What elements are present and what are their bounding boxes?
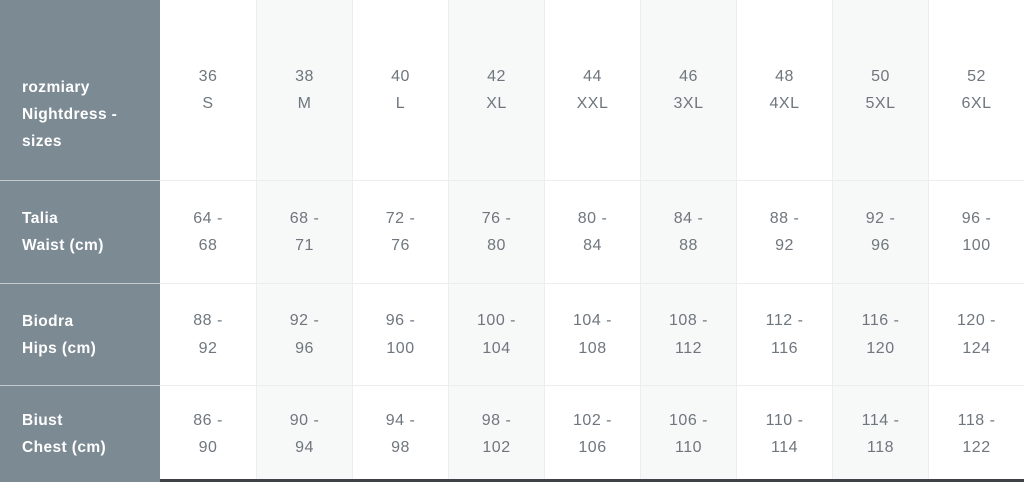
size-cell: 100 - 104 <box>448 283 544 385</box>
size-code: S <box>202 95 214 112</box>
size-number: 44 <box>583 67 602 85</box>
column-header-42: 42 XL <box>448 0 544 180</box>
size-cell: 72 - 76 <box>352 180 448 283</box>
size-cell: 104 - 108 <box>544 283 640 385</box>
size-number: 50 <box>871 67 890 85</box>
size-cell: 116 - 120 <box>832 283 928 385</box>
size-cell: 90 - 94 <box>256 385 352 482</box>
size-cell: 108 - 112 <box>640 283 736 385</box>
size-cell: 96 - 100 <box>352 283 448 385</box>
column-header-48: 48 4XL <box>736 0 832 180</box>
size-number: 48 <box>775 67 794 85</box>
size-cell: 118 - 122 <box>928 385 1024 482</box>
size-cell: 98 - 102 <box>448 385 544 482</box>
size-number: 42 <box>487 67 506 85</box>
row-label-biust: Biust Chest (cm) <box>0 385 160 482</box>
column-header-52: 52 6XL <box>928 0 1024 180</box>
column-header-50: 50 5XL <box>832 0 928 180</box>
size-cell: 92 - 96 <box>256 283 352 385</box>
size-cell: 102 - 106 <box>544 385 640 482</box>
size-number: 36 <box>198 67 218 85</box>
size-cell: 84 - 88 <box>640 180 736 283</box>
size-code: L <box>395 95 406 112</box>
size-number: 38 <box>295 67 314 85</box>
size-cell: 64 - 68 <box>160 180 256 283</box>
size-number: 46 <box>679 67 698 85</box>
size-number: 52 <box>967 67 986 85</box>
size-code: XL <box>486 95 507 112</box>
row-label-biodra: Biodra Hips (cm) <box>0 283 160 385</box>
size-cell: 120 - 124 <box>928 283 1024 385</box>
size-cell: 110 - 114 <box>736 385 832 482</box>
size-cell: 76 - 80 <box>448 180 544 283</box>
size-code: 6XL <box>961 95 992 112</box>
size-cell: 88 - 92 <box>736 180 832 283</box>
size-cell: 86 - 90 <box>160 385 256 482</box>
size-cell: 94 - 98 <box>352 385 448 482</box>
size-cell: 114 - 118 <box>832 385 928 482</box>
column-header-38: 38 M <box>256 0 352 180</box>
size-code: 3XL <box>673 95 704 112</box>
size-number: 40 <box>391 67 410 85</box>
size-code: XXL <box>576 95 609 112</box>
size-cell: 96 - 100 <box>928 180 1024 283</box>
size-cell: 88 - 92 <box>160 283 256 385</box>
size-cell: 80 - 84 <box>544 180 640 283</box>
size-cell: 106 - 110 <box>640 385 736 482</box>
row-label-talia: Talia Waist (cm) <box>0 180 160 283</box>
corner-header: rozmiary Nightdress - sizes <box>0 0 160 180</box>
column-header-44: 44 XXL <box>544 0 640 180</box>
size-code: 5XL <box>865 95 896 112</box>
column-header-36: 36 S <box>160 0 256 180</box>
bottom-edge-bar <box>160 479 1024 482</box>
size-code: 4XL <box>769 95 800 112</box>
size-code: M <box>297 95 312 112</box>
column-header-40: 40 L <box>352 0 448 180</box>
size-cell: 68 - 71 <box>256 180 352 283</box>
size-cell: 112 - 116 <box>736 283 832 385</box>
size-cell: 92 - 96 <box>832 180 928 283</box>
column-header-46: 46 3XL <box>640 0 736 180</box>
